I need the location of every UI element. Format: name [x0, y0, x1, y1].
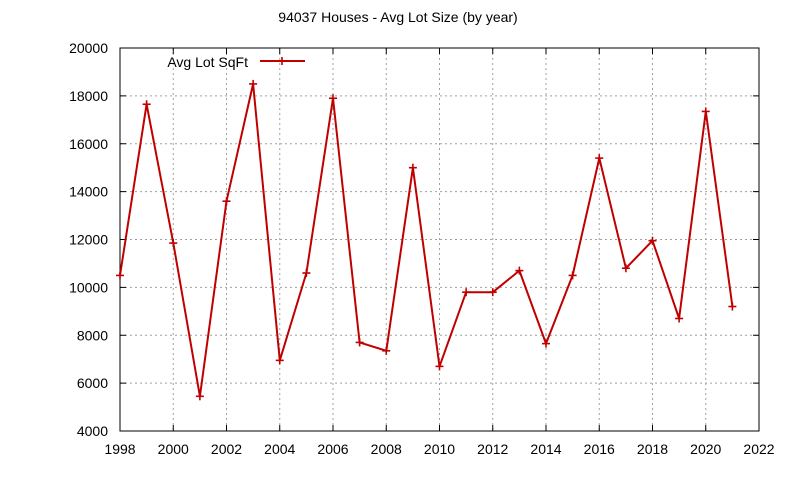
y-tick-label: 18000	[69, 88, 108, 104]
x-tick-label: 2016	[584, 441, 615, 457]
data-point	[515, 266, 524, 275]
data-point	[595, 154, 604, 163]
x-tick-label: 2000	[158, 441, 189, 457]
y-tick-label: 12000	[69, 232, 108, 248]
y-tick-label: 6000	[77, 375, 108, 391]
data-point	[222, 197, 231, 206]
data-point	[621, 264, 630, 273]
data-point	[355, 338, 364, 347]
data-point	[382, 346, 391, 355]
y-tick-label: 20000	[69, 40, 108, 56]
data-point	[435, 362, 444, 371]
x-tick-label: 2014	[530, 441, 561, 457]
y-tick-label: 14000	[69, 184, 108, 200]
data-point	[169, 239, 178, 248]
x-tick-label: 2006	[317, 441, 348, 457]
data-point	[195, 392, 204, 401]
data-point	[329, 94, 337, 103]
x-tick-label: 2018	[637, 441, 668, 457]
x-tick-label: 2020	[690, 441, 721, 457]
data-point	[116, 271, 124, 280]
data-point	[701, 107, 710, 116]
data-point	[142, 100, 151, 109]
data-point	[275, 356, 284, 365]
x-tick-label: 2022	[743, 441, 774, 457]
data-point	[488, 288, 497, 297]
data-point	[408, 163, 417, 172]
data-point	[675, 314, 684, 323]
x-tick-label: 2002	[211, 441, 242, 457]
y-tick-label: 8000	[77, 327, 108, 343]
data-point	[568, 271, 577, 280]
x-tick-label: 2008	[371, 441, 402, 457]
x-tick-label: 2010	[424, 441, 455, 457]
grid	[120, 48, 759, 431]
x-tick-label: 2004	[264, 441, 295, 457]
legend: Avg Lot SqFt	[167, 54, 305, 70]
y-tick-label: 10000	[69, 279, 108, 295]
chart-title: 94037 Houses - Avg Lot Size (by year)	[278, 9, 517, 25]
data-point	[462, 288, 471, 297]
axes: 1998 2000 2002 2004 2006 2008 2010 2012 2014 2016…	[69, 40, 775, 457]
x-tick-label: 2012	[477, 441, 508, 457]
data-point	[249, 79, 258, 88]
x-tick-label: 1998	[104, 441, 135, 457]
data-point	[728, 302, 737, 311]
y-tick-label: 4000	[77, 423, 108, 439]
y-tick-label: 16000	[69, 136, 108, 152]
series-layer	[116, 79, 737, 401]
data-point	[648, 236, 657, 245]
legend-label: Avg Lot SqFt	[167, 54, 248, 70]
series-line	[119, 82, 734, 398]
data-point	[302, 269, 311, 278]
data-point	[542, 339, 550, 348]
